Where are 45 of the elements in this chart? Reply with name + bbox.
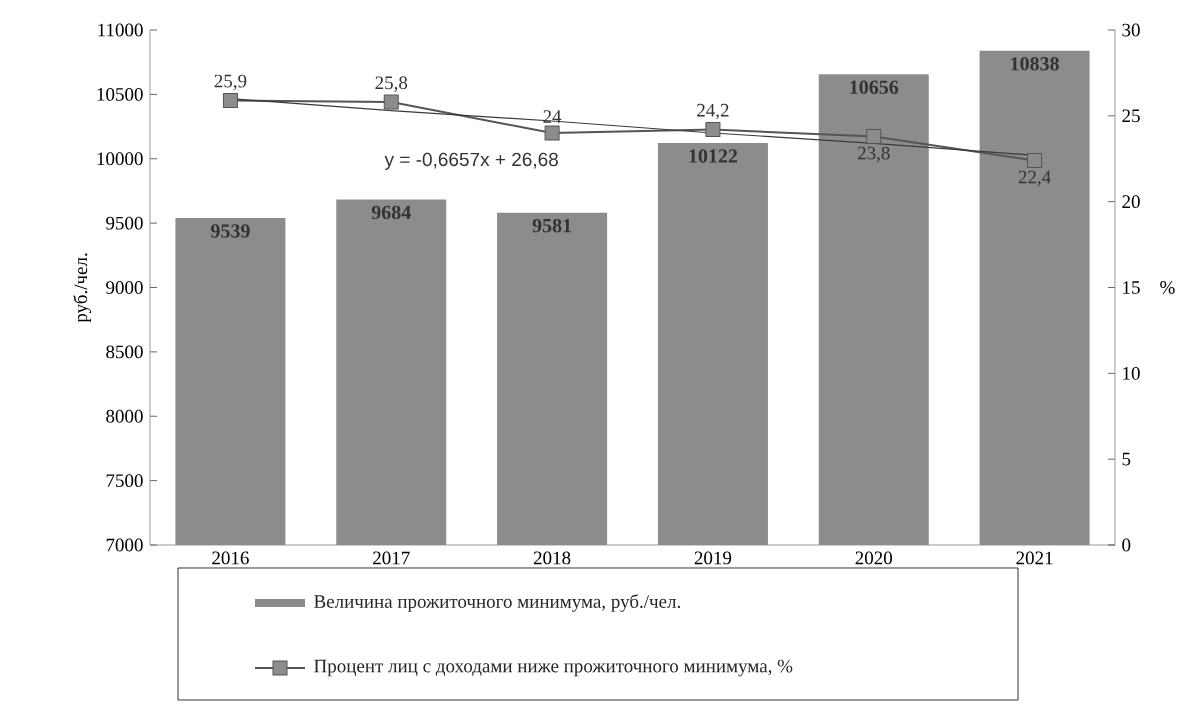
data-label: 9684	[371, 205, 411, 220]
y-tick-label: 7500	[106, 474, 143, 488]
y2-tick-label: 20	[1122, 195, 1140, 209]
point	[383, 94, 399, 110]
y-tick-label: 8000	[106, 409, 143, 423]
y2-tick-label: 5	[1122, 452, 1131, 466]
x-tick-label: 2021	[1016, 551, 1053, 565]
data-label: 25,8	[375, 76, 408, 92]
point	[544, 125, 560, 141]
data-label: 22,4	[1018, 170, 1051, 187]
x-tick-label: 2019	[694, 551, 732, 565]
y-tick-label: 7000	[106, 538, 143, 552]
y2-tick-label: 10	[1123, 366, 1140, 380]
data-label: 24,2	[697, 103, 729, 120]
data-label: 10656	[850, 80, 899, 94]
y-axis-title: руб./чел.	[73, 253, 92, 323]
data-label: 10838	[1011, 57, 1059, 71]
y-tick-label: 11000	[98, 23, 143, 37]
y2-tick-label: 25	[1122, 109, 1140, 123]
y2-tick-label: 0	[1122, 538, 1131, 552]
data-label: 25,9	[214, 74, 247, 91]
x-tick-label: 2016	[212, 551, 249, 565]
x-tick-label: 2018	[533, 551, 571, 565]
annotation: y = -0,6657x + 26,68	[384, 152, 558, 170]
y2-tick-label: 15	[1123, 281, 1140, 294]
point	[866, 128, 882, 144]
y-tick-label: 10500	[97, 87, 143, 101]
x-tick-label: 2020	[855, 551, 893, 565]
data-label: 9581	[532, 218, 572, 233]
y2-axis-title: %	[1160, 281, 1175, 294]
legend-label: Процент лиц с доходами ниже прожиточного минимума, %	[314, 659, 793, 677]
point	[222, 92, 238, 108]
data-label: 10122	[689, 149, 738, 163]
point	[1027, 152, 1043, 168]
point	[705, 122, 721, 138]
y-tick-label: 9500	[106, 216, 143, 230]
y-tick-label: 10000	[97, 152, 143, 166]
y2-tick-label: 30	[1122, 23, 1140, 37]
data-label: 23,8	[857, 146, 890, 163]
x-tick-label: 2017	[373, 551, 410, 565]
legend-label: Величина прожиточного минимума, руб./чел.	[314, 594, 681, 612]
data-label: 24	[543, 110, 562, 123]
y-tick-label: 9000	[106, 281, 143, 294]
data-label: 9539	[210, 224, 250, 238]
y-tick-label: 8500	[106, 345, 143, 359]
